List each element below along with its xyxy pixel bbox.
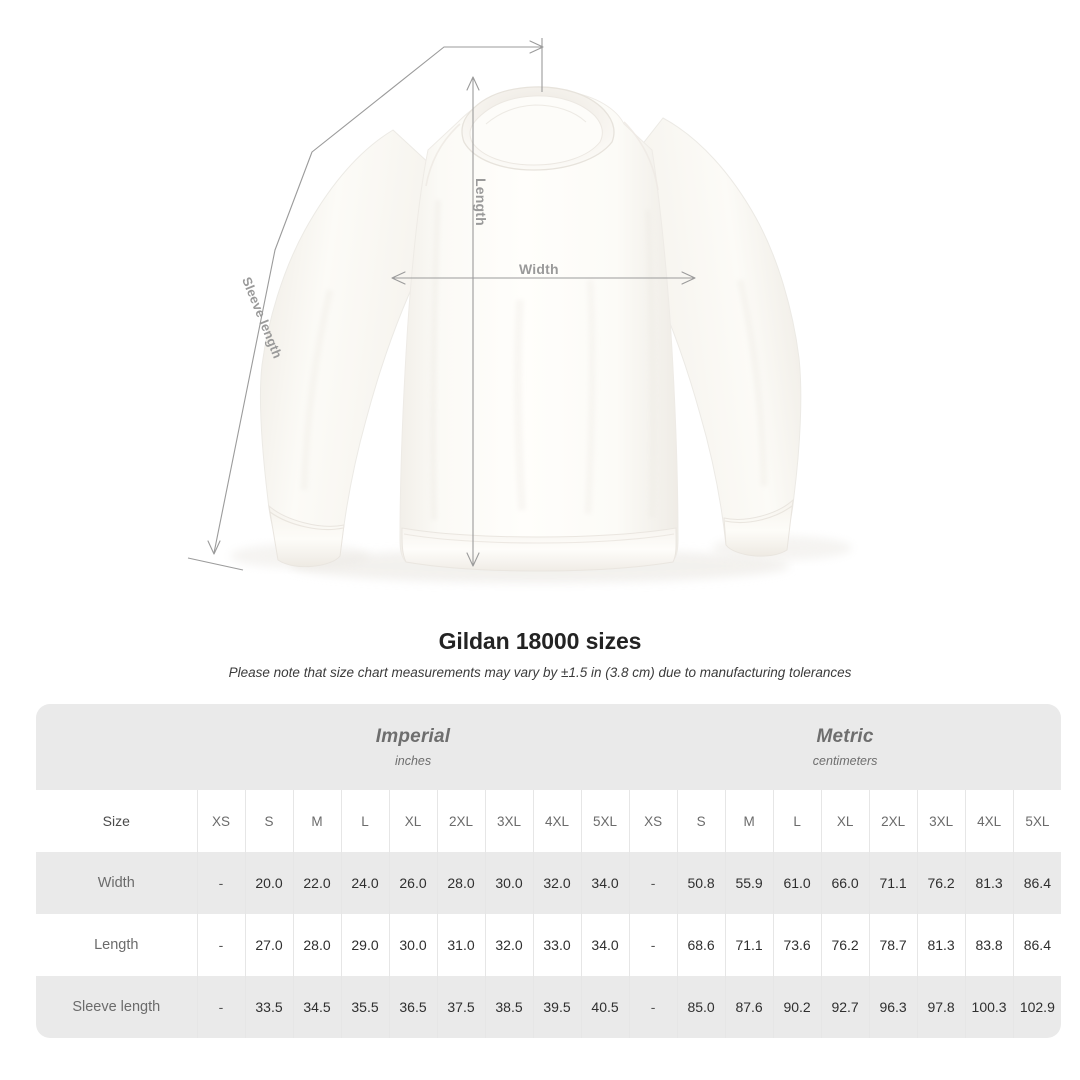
- table-cell: 83.8: [964, 914, 1014, 976]
- table-cell: 38.5: [484, 976, 533, 1038]
- table-cell: 39.5: [532, 976, 581, 1038]
- table-row: Width -20.0 22.0 24.0 26.0 28.0 30.0 32.0 34.0-…: [36, 852, 1062, 914]
- table-cell: 40.5: [580, 976, 630, 1038]
- table-cell: 96.3: [868, 976, 918, 1038]
- table-cell: 81.3: [916, 914, 966, 976]
- row-label: Length: [36, 914, 197, 976]
- table-cell: 31.0: [436, 914, 485, 976]
- table-cell: 32.0: [484, 914, 533, 976]
- table-cell: 102.9: [1012, 976, 1062, 1038]
- table-cell: 76.2: [916, 852, 966, 914]
- table-cell: 50.8: [676, 852, 726, 914]
- width-annotation-label: Width: [519, 261, 559, 277]
- size-header-cell: 4XL: [532, 790, 581, 852]
- sleeve-measure-line: [213, 46, 542, 554]
- size-header-cell: XL: [388, 790, 437, 852]
- table-cell: 20.0: [244, 852, 293, 914]
- page-title: Gildan 18000 sizes: [438, 628, 642, 654]
- size-header-cell: L: [772, 790, 822, 852]
- table-cell: 55.9: [724, 852, 774, 914]
- size-header-cell: 5XL: [580, 790, 630, 852]
- table-cell: 34.0: [580, 852, 630, 914]
- size-header-cell: XS: [628, 790, 678, 852]
- unit-sub-imperial: inches: [394, 754, 432, 768]
- size-header-cell: XS: [196, 790, 245, 852]
- table-cell: 37.5: [436, 976, 485, 1038]
- table-cell: 28.0: [292, 914, 341, 976]
- length-annotation-label: Length: [473, 178, 489, 226]
- size-header-cell: XL: [820, 790, 870, 852]
- table-cell: 36.5: [388, 976, 437, 1038]
- table-row: Sleeve length -33.5 34.5 35.5 36.5 37.5 38.5 3…: [36, 976, 1062, 1038]
- table-cell: -: [196, 914, 245, 976]
- size-header-cell: 3XL: [916, 790, 966, 852]
- table-cell: 30.0: [388, 914, 437, 976]
- table-cell: 78.7: [868, 914, 918, 976]
- sweatshirt-illustration: [187, 38, 852, 583]
- table-cell: 22.0: [292, 852, 341, 914]
- size-column-label: Size: [36, 790, 197, 852]
- table-cell: 34.0: [580, 914, 630, 976]
- unit-header-imperial: Imperial inches: [197, 704, 630, 790]
- table-row: Length -27.0 28.0 29.0 30.0 31.0 32.0 33.0 34.0…: [36, 914, 1062, 976]
- size-header-cell: 5XL: [1012, 790, 1062, 852]
- unit-header-metric: Metric centimeters: [629, 704, 1062, 790]
- table-cell: 34.5: [292, 976, 341, 1038]
- size-chart-table: Imperial inches Metric centimeters Size …: [36, 704, 1062, 1038]
- title-block: Gildan 18000 sizes Please note that size…: [0, 628, 1080, 680]
- table-cell: 71.1: [724, 914, 774, 976]
- table-cell: -: [628, 914, 678, 976]
- table-cell: 66.0: [820, 852, 870, 914]
- table-cell: 24.0: [340, 852, 389, 914]
- table-cell: 87.6: [724, 976, 774, 1038]
- unit-banner-row: Imperial inches Metric centimeters: [36, 704, 1062, 790]
- row-label: Width: [36, 852, 197, 914]
- garment-image-area: Length Width Sleeve length: [187, 38, 852, 583]
- table-cell: 86.4: [1012, 852, 1062, 914]
- row-label: Sleeve length: [36, 976, 197, 1038]
- size-header-cell: S: [676, 790, 726, 852]
- size-header-cell: 3XL: [484, 790, 533, 852]
- table-cell: 27.0: [244, 914, 293, 976]
- table-cell: 33.5: [244, 976, 293, 1038]
- table-cell: 28.0: [436, 852, 485, 914]
- size-header-cell: M: [724, 790, 774, 852]
- size-header-cell: 2XL: [868, 790, 918, 852]
- table-cell: 33.0: [532, 914, 581, 976]
- size-header-row: Size XS S M L XL 2XL 3XL 4XL 5XL XS S M L XL 2XL 3XL 4XL…: [36, 790, 1062, 852]
- unit-sub-metric: centimeters: [812, 754, 878, 768]
- table-cell: 85.0: [676, 976, 726, 1038]
- table-cell: 30.0: [484, 852, 533, 914]
- table-cell: 35.5: [340, 976, 389, 1038]
- table-cell: -: [196, 976, 245, 1038]
- tolerance-note: Please note that size chart measurements…: [228, 665, 852, 680]
- table-cell: 92.7: [820, 976, 870, 1038]
- unit-name-metric: Metric: [816, 726, 874, 747]
- size-header-cell: 4XL: [964, 790, 1014, 852]
- table-cell: 90.2: [772, 976, 822, 1038]
- size-header-cell: 2XL: [436, 790, 485, 852]
- table-cell: 68.6: [676, 914, 726, 976]
- table-cell: 81.3: [964, 852, 1014, 914]
- table-cell: 26.0: [388, 852, 437, 914]
- size-header-cell: M: [292, 790, 341, 852]
- table-cell: 97.8: [916, 976, 966, 1038]
- unit-banner-spacer: [36, 704, 197, 790]
- table-cell: 86.4: [1012, 914, 1062, 976]
- table-cell: 73.6: [772, 914, 822, 976]
- table-cell: -: [628, 976, 678, 1038]
- table-cell: 61.0: [772, 852, 822, 914]
- table-cell: -: [196, 852, 245, 914]
- size-header-cell: L: [340, 790, 389, 852]
- table-cell: 71.1: [868, 852, 918, 914]
- table-cell: 29.0: [340, 914, 389, 976]
- table-cell: -: [628, 852, 678, 914]
- size-header-cell: S: [244, 790, 293, 852]
- table-cell: 32.0: [532, 852, 581, 914]
- table-cell: 100.3: [964, 976, 1014, 1038]
- unit-name-imperial: Imperial: [375, 726, 451, 747]
- table-cell: 76.2: [820, 914, 870, 976]
